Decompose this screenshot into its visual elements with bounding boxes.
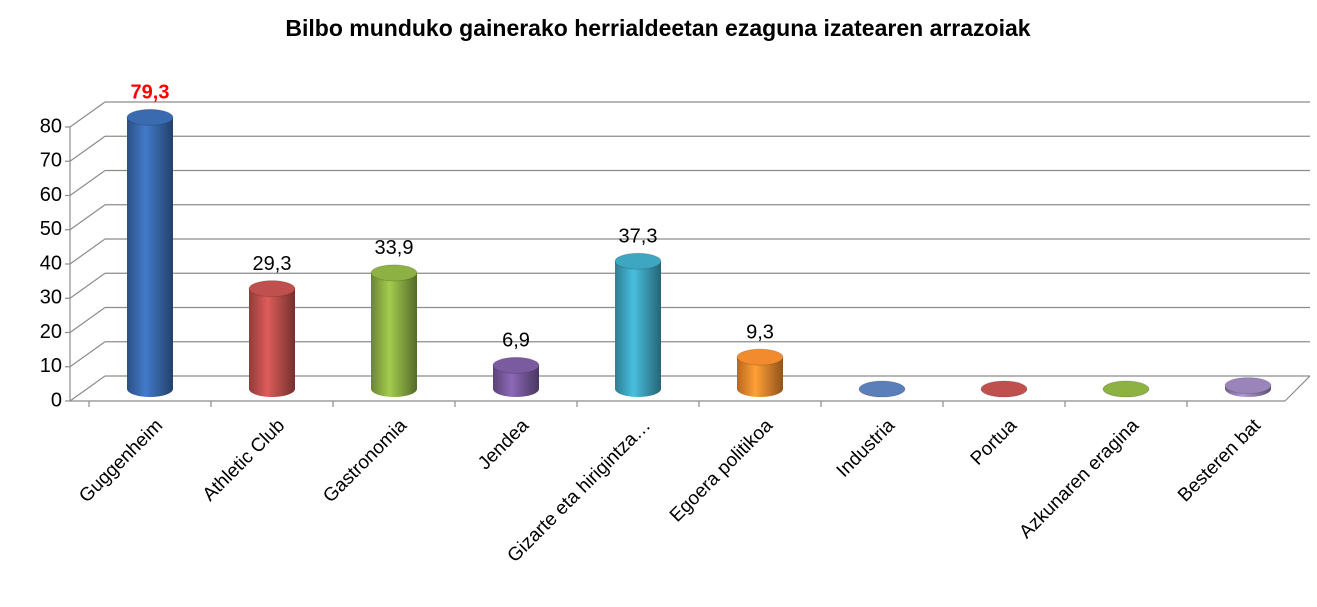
bar <box>127 117 173 398</box>
bar <box>249 288 295 397</box>
bar-top <box>248 280 296 298</box>
grid-line <box>69 101 106 128</box>
y-tick-label: 60 <box>40 184 62 206</box>
data-label: 29,3 <box>253 253 292 275</box>
bar-top <box>858 380 906 398</box>
chart-title: Bilbo munduko gainerako herrialdeetan ez… <box>285 15 1030 41</box>
x-tick-label: Gizarte eta hirigintza… <box>504 415 655 566</box>
y-tick-label: 0 <box>51 389 62 411</box>
grid-line <box>69 375 106 402</box>
x-tick-label: Portua <box>967 415 1022 470</box>
grid-line <box>69 204 106 231</box>
y-tick-label: 20 <box>40 321 62 343</box>
bar-top <box>492 356 540 374</box>
bar <box>493 365 539 397</box>
y-tick-label: 50 <box>40 218 62 240</box>
grid-line <box>69 341 106 368</box>
bar <box>737 357 783 397</box>
bar-top <box>736 348 784 366</box>
grid-line <box>69 272 106 299</box>
x-tick-label: Azkunaren eragina <box>1015 415 1143 543</box>
bar <box>615 261 661 397</box>
y-tick-label: 10 <box>40 355 62 377</box>
floor-edge <box>1284 375 1311 402</box>
bar-top <box>370 264 418 282</box>
y-tick-label: 40 <box>40 252 62 274</box>
data-label: 6,9 <box>502 330 530 352</box>
y-tick-label: 80 <box>40 115 62 137</box>
x-tick-label: Industria <box>833 415 900 482</box>
y-tick-label: 30 <box>40 287 62 309</box>
x-tick-label: Egoera politikoa <box>666 415 778 527</box>
data-label: 33,9 <box>375 237 414 259</box>
bar-top <box>614 252 662 270</box>
grid-line <box>69 238 106 265</box>
bar <box>371 272 417 397</box>
bar-top <box>126 108 174 126</box>
data-label: 9,3 <box>746 321 774 343</box>
data-label: 79,3 <box>131 82 170 104</box>
bar-top <box>1102 380 1150 398</box>
y-tick-label: 70 <box>40 150 62 172</box>
bar-top <box>1224 377 1272 395</box>
x-tick-label: Jendea <box>474 415 533 474</box>
x-tick-label: Athletic Club <box>199 415 289 505</box>
grid-line <box>69 170 106 196</box>
grid-line <box>69 307 106 333</box>
grid-line <box>69 135 106 162</box>
bar-top <box>980 380 1028 398</box>
x-tick-label: Besteren bat <box>1174 415 1266 507</box>
data-label: 37,3 <box>619 226 658 248</box>
x-tick-label: Gastronomia <box>319 415 411 507</box>
x-tick-label: Guggenheim <box>75 415 167 507</box>
